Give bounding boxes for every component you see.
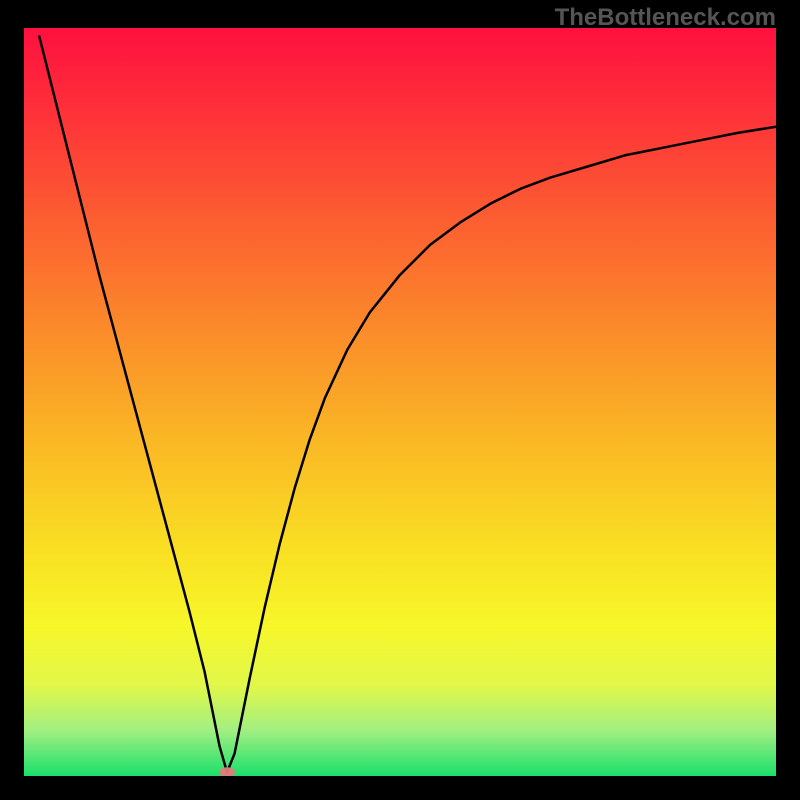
chart-canvas: TheBottleneck.com xyxy=(0,0,800,800)
gradient-background xyxy=(24,28,776,776)
plot-area xyxy=(24,28,776,776)
watermark-text: TheBottleneck.com xyxy=(555,4,776,32)
